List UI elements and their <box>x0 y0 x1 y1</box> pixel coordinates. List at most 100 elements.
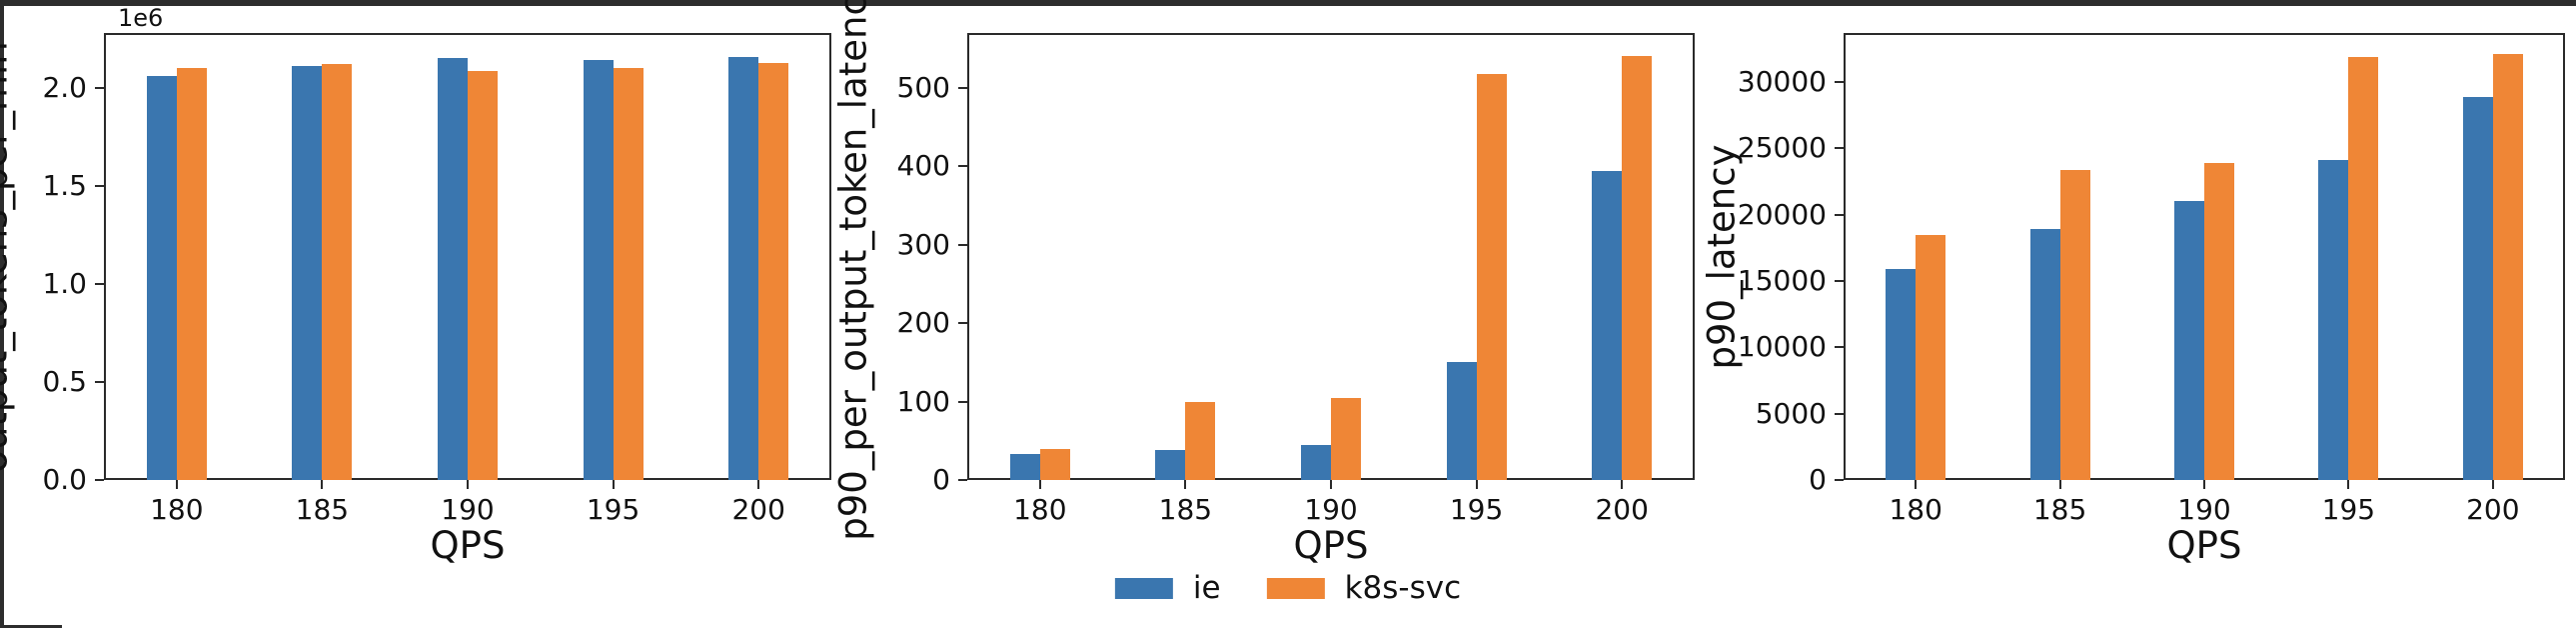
bar-k8s-svc-200 <box>758 63 789 480</box>
bar-k8s-svc-195 <box>613 68 644 480</box>
bar-k8s-svc-180 <box>1916 235 1946 480</box>
bar-k8s-svc-190 <box>1331 398 1361 480</box>
bar-k8s-svc-200 <box>1622 56 1653 480</box>
bar-ie-195 <box>583 60 614 480</box>
bar-ie-180 <box>146 76 177 480</box>
x-tick-label: 180 <box>150 493 204 526</box>
x-tick-mark <box>1621 480 1624 489</box>
x-tick-mark <box>1915 480 1918 489</box>
y-tick-label: 500 <box>896 70 950 104</box>
x-tick-label: 195 <box>1449 493 1504 526</box>
y-tick-mark <box>1835 147 1844 150</box>
x-tick-label: 190 <box>441 493 495 526</box>
y-tick-mark <box>958 243 967 246</box>
y-tick-mark <box>95 184 104 187</box>
x-tick-mark <box>1330 480 1332 489</box>
legend-swatch-k8s-svc <box>1266 577 1325 599</box>
bar-k8s-svc-200 <box>2492 54 2523 480</box>
legend-label: k8s-svc <box>1344 570 1462 606</box>
y-tick-label: 1.0 <box>42 266 87 300</box>
x-axis-label: QPS <box>1293 524 1369 567</box>
y-tick-mark <box>958 400 967 403</box>
y-tick-mark <box>95 380 104 383</box>
window-border-left <box>0 0 4 628</box>
x-tick-label: 185 <box>2032 493 2087 526</box>
x-tick-mark <box>1038 480 1041 489</box>
bar-ie-190 <box>1301 445 1331 480</box>
y-tick-label: 30000 <box>1737 65 1827 99</box>
bar-ie-180 <box>1886 269 1917 480</box>
y-tick-label: 20000 <box>1737 197 1827 231</box>
bar-k8s-svc-180 <box>176 68 207 480</box>
y-tick-mark <box>95 282 104 285</box>
y-tick-label: 300 <box>896 227 950 261</box>
y-tick-mark <box>1835 412 1844 415</box>
axis-offset-text: 1e6 <box>118 4 164 32</box>
x-axis-label: QPS <box>430 524 506 567</box>
window-border-bottom-left <box>0 625 62 628</box>
legend-item-ie: ie <box>1114 570 1221 606</box>
x-tick-label: 200 <box>731 493 785 526</box>
y-tick-mark <box>958 86 967 89</box>
y-tick-label: 15000 <box>1737 264 1827 298</box>
x-tick-mark <box>2058 480 2061 489</box>
bar-k8s-svc-190 <box>2204 163 2234 480</box>
bar-ie-180 <box>1009 454 1040 480</box>
x-tick-mark <box>175 480 178 489</box>
x-tick-mark <box>2347 480 2350 489</box>
y-axis-label: output_tokens_per_min <box>0 40 16 473</box>
y-tick-label: 0.5 <box>42 364 87 398</box>
bar-ie-185 <box>292 66 323 480</box>
y-tick-mark <box>1835 81 1844 84</box>
x-tick-label: 180 <box>1013 493 1067 526</box>
y-tick-label: 0.0 <box>42 463 87 496</box>
x-tick-mark <box>1184 480 1187 489</box>
bar-k8s-svc-185 <box>2059 170 2090 480</box>
y-tick-label: 1.5 <box>42 168 87 202</box>
x-tick-mark <box>321 480 324 489</box>
x-tick-label: 200 <box>1595 493 1649 526</box>
bar-ie-200 <box>1592 171 1623 480</box>
x-tick-mark <box>1475 480 1478 489</box>
y-tick-mark <box>1835 479 1844 481</box>
y-tick-label: 200 <box>896 306 950 340</box>
x-tick-label: 185 <box>295 493 350 526</box>
x-tick-mark <box>612 480 615 489</box>
bar-ie-195 <box>1446 362 1477 480</box>
bar-ie-185 <box>1155 450 1186 480</box>
y-tick-label: 100 <box>896 384 950 418</box>
x-tick-mark <box>757 480 760 489</box>
bar-ie-190 <box>438 58 468 480</box>
bar-k8s-svc-185 <box>322 64 353 480</box>
bar-ie-195 <box>2318 160 2349 480</box>
y-tick-mark <box>95 479 104 481</box>
x-axis-label: QPS <box>2166 524 2242 567</box>
y-tick-mark <box>958 479 967 481</box>
bar-ie-185 <box>2029 229 2060 480</box>
window-border-top <box>0 0 2576 6</box>
bar-k8s-svc-180 <box>1039 449 1070 480</box>
bar-ie-200 <box>2462 97 2493 480</box>
legend: ie k8s-svc <box>1114 570 1462 606</box>
y-tick-label: 0 <box>932 463 950 496</box>
y-tick-label: 0 <box>1809 463 1827 496</box>
y-axis-label: p90_per_output_token_latency <box>831 0 875 541</box>
legend-label: ie <box>1192 570 1221 606</box>
y-axis-label: p90_latency <box>1700 144 1744 369</box>
bar-k8s-svc-195 <box>1476 74 1507 480</box>
y-tick-label: 5000 <box>1755 396 1827 430</box>
bar-k8s-svc-185 <box>1185 402 1216 480</box>
x-tick-label: 190 <box>2177 493 2231 526</box>
x-tick-mark <box>2203 480 2205 489</box>
y-tick-label: 400 <box>896 149 950 183</box>
y-tick-label: 25000 <box>1737 131 1827 165</box>
legend-swatch-ie <box>1114 577 1173 599</box>
bar-ie-200 <box>728 57 759 480</box>
x-tick-mark <box>467 480 469 489</box>
y-tick-mark <box>958 165 967 168</box>
x-tick-label: 200 <box>2466 493 2520 526</box>
bar-ie-190 <box>2174 201 2204 480</box>
legend-item-k8s-svc: k8s-svc <box>1266 570 1462 606</box>
y-tick-label: 10000 <box>1737 330 1827 364</box>
